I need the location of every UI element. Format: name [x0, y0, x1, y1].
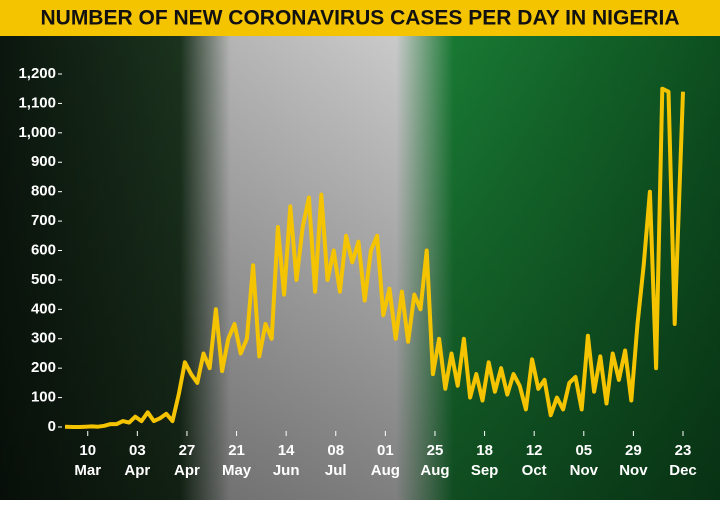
- x-tick-month: Jul: [325, 462, 347, 479]
- x-tick-month: Apr: [174, 462, 200, 479]
- line-series: [64, 86, 685, 429]
- x-tick-day: 03: [129, 442, 146, 459]
- y-tick-label: 700: [31, 212, 56, 229]
- x-tick-month: Aug: [371, 462, 400, 479]
- x-tick-day: 25: [427, 442, 444, 459]
- x-tick-month: Mar: [74, 462, 101, 479]
- y-tick-label: 800: [31, 183, 56, 200]
- y-tick-label: 300: [31, 330, 56, 347]
- x-tick-month: Dec: [669, 462, 697, 479]
- x-tick-day: 10: [79, 442, 96, 459]
- y-tick-label: 1,100: [18, 94, 56, 111]
- chart-title: NUMBER OF NEW CORONAVIRUS CASES PER DAY …: [40, 7, 679, 30]
- x-tick-day: 12: [526, 442, 543, 459]
- y-tick-label: 1,000: [18, 124, 56, 141]
- y-tick-label: 1,200: [18, 65, 56, 82]
- y-tick-label: 400: [31, 300, 56, 317]
- x-tick-month: Jun: [273, 462, 300, 479]
- plot: 0 100 200 300 400 500 600 700 800 900 1,000 1,100 1,…: [18, 65, 696, 479]
- x-tick-day: 14: [278, 442, 295, 459]
- x-tick-day: 21: [228, 442, 245, 459]
- x-tick-month: Nov: [570, 462, 599, 479]
- y-tick-label: 0: [48, 418, 56, 435]
- x-tick-day: 29: [625, 442, 642, 459]
- y-tick-label: 500: [31, 271, 56, 288]
- x-tick-day: 05: [575, 442, 592, 459]
- x-tick-month: Aug: [420, 462, 449, 479]
- x-tick-day: 23: [675, 442, 692, 459]
- x-tick-month: May: [222, 462, 252, 479]
- x-tick-day: 18: [476, 442, 493, 459]
- x-tick-day: 27: [179, 442, 196, 459]
- x-tick-day: 08: [327, 442, 344, 459]
- x-tick-month: Sep: [471, 462, 499, 479]
- x-tick-month: Apr: [124, 462, 150, 479]
- x-tick-day: 01: [377, 442, 394, 459]
- y-tick-label: 900: [31, 153, 56, 170]
- x-tick-month: Nov: [619, 462, 648, 479]
- y-tick-label: 100: [31, 389, 56, 406]
- y-tick-label: 600: [31, 241, 56, 258]
- title-bar: [0, 0, 720, 36]
- y-tick-label: 200: [31, 359, 56, 376]
- x-tick-month: Oct: [522, 462, 547, 479]
